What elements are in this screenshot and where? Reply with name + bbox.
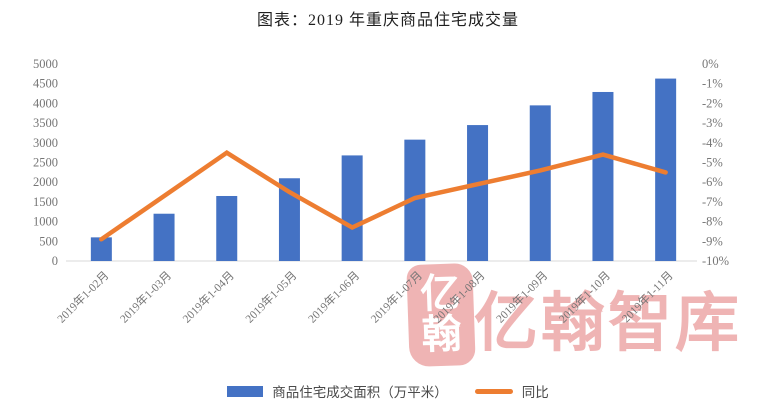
bar-2019年1-08月: [467, 125, 489, 261]
x-axis-tick: 2019年1-04月: [180, 268, 237, 325]
y-axis-left-tick: 0: [52, 254, 58, 268]
legend-line-label: 同比: [521, 385, 549, 400]
bar-2019年1-06月: [341, 155, 363, 261]
x-axis-tick: 2019年1-02月: [54, 268, 111, 325]
y-axis-left-tick: 4000: [33, 96, 58, 110]
y-axis-right-tick: -4%: [702, 136, 723, 150]
x-axis-tick: 2019年1-05月: [242, 268, 299, 325]
y-axis-left-tick: 3000: [33, 136, 58, 150]
x-axis-tick: 2019年1-06月: [305, 268, 362, 325]
x-axis-tick: 2019年1-09月: [493, 268, 550, 325]
x-axis-tick: 2019年1-11月: [619, 268, 676, 325]
x-axis-tick: 2019年1-08月: [430, 268, 487, 325]
y-axis-right-tick: -1%: [702, 77, 723, 91]
x-axis-tick: 2019年1-03月: [117, 268, 174, 325]
legend-line-swatch: [474, 388, 513, 394]
x-axis-tick: 2019年1-07月: [368, 268, 425, 325]
y-axis-right-tick: -2%: [702, 96, 723, 110]
bar-2019年1-09月: [529, 105, 551, 262]
bar-2019年1-05月: [278, 178, 300, 261]
y-axis-left-tick: 2500: [33, 156, 58, 170]
bar-2019年1-03月: [153, 213, 175, 261]
x-axis-tick: 2019年1-10月: [556, 268, 613, 325]
chart-legend: 商品住宅成交面积（万平米） 同比: [0, 381, 776, 401]
legend-bar-label: 商品住宅成交面积（万平米）: [272, 385, 448, 400]
bar-2019年1-04月: [216, 195, 238, 261]
bar-2019年1-02月: [90, 237, 112, 261]
bar-2019年1-11月: [655, 78, 677, 261]
y-axis-right-tick: -10%: [702, 254, 729, 268]
legend-bar-swatch: [227, 385, 264, 397]
bar-2019年1-10月: [592, 91, 614, 261]
y-axis-right-tick: -6%: [702, 175, 723, 189]
y-axis-right-tick: -3%: [702, 116, 723, 130]
combo-chart: 0 500 1000 1500 2000 2500 3000 3500 4000 4500 5000…: [33, 57, 729, 326]
y-axis-left-tick: 3500: [33, 116, 58, 130]
y-axis-left-tick: 500: [39, 234, 58, 248]
y-axis-right-tick: -5%: [702, 156, 723, 170]
y-axis-left-tick: 1000: [33, 215, 58, 229]
y-axis-left-tick: 4500: [33, 77, 58, 91]
y-axis-left-tick: 5000: [33, 57, 58, 71]
y-axis-right-tick: -7%: [702, 195, 723, 209]
y-axis-left-tick: 1500: [33, 195, 58, 209]
y-axis-right-tick: 0%: [702, 57, 719, 71]
yoy-line: [99, 150, 668, 242]
y-axis-left-tick: 2000: [33, 175, 58, 189]
y-axis-right-tick: -9%: [702, 234, 723, 248]
chart-title: 图表：2019 年重庆商品住宅成交量: [256, 12, 519, 29]
y-axis-right-tick: -8%: [702, 215, 723, 229]
